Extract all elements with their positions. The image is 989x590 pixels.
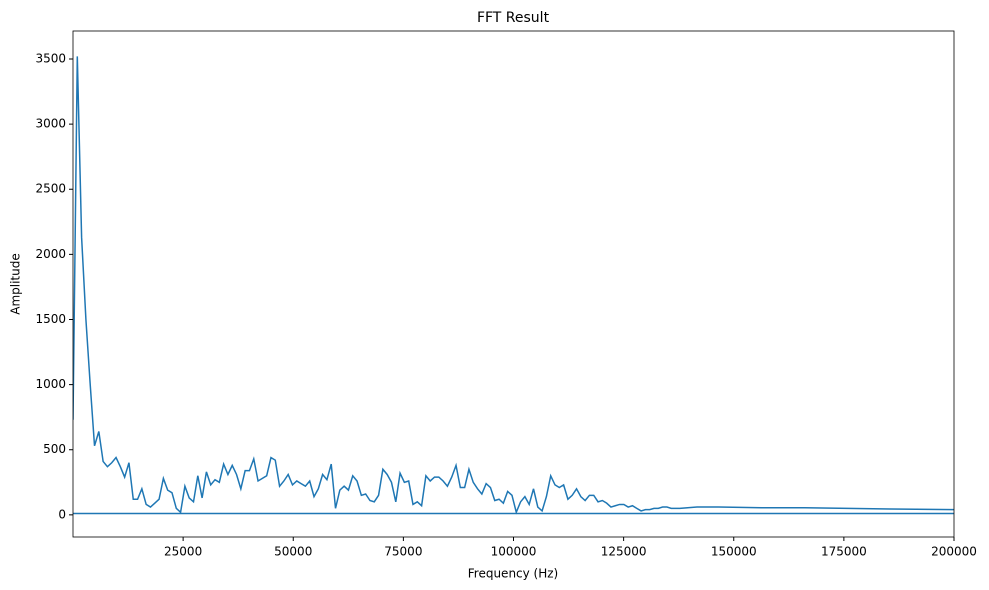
y-axis-label: Amplitude [9,253,23,315]
y-tick-label: 2500 [35,182,66,196]
y-tick-label: 1000 [35,377,66,391]
y-tick-label: 500 [43,442,66,456]
x-tick-label: 125000 [601,545,647,559]
y-tick-label: 0 [58,507,66,521]
y-tick-label: 3500 [35,52,66,66]
x-tick-label: 75000 [384,545,422,559]
y-tick-label: 3000 [35,117,66,131]
x-tick-label: 100000 [491,545,537,559]
y-tick-label: 1500 [35,312,66,326]
plot-frame [72,30,955,538]
chart-title: FFT Result [477,10,550,26]
x-tick-label: 200000 [931,545,977,559]
x-tick-label: 25000 [164,545,202,559]
x-axis-label: Frequency (Hz) [468,567,559,581]
x-tick-label: 50000 [274,545,312,559]
x-tick-label: 175000 [821,545,867,559]
fft-line [73,56,954,515]
x-tick-label: 150000 [711,545,757,559]
y-tick-label: 2000 [35,247,66,261]
